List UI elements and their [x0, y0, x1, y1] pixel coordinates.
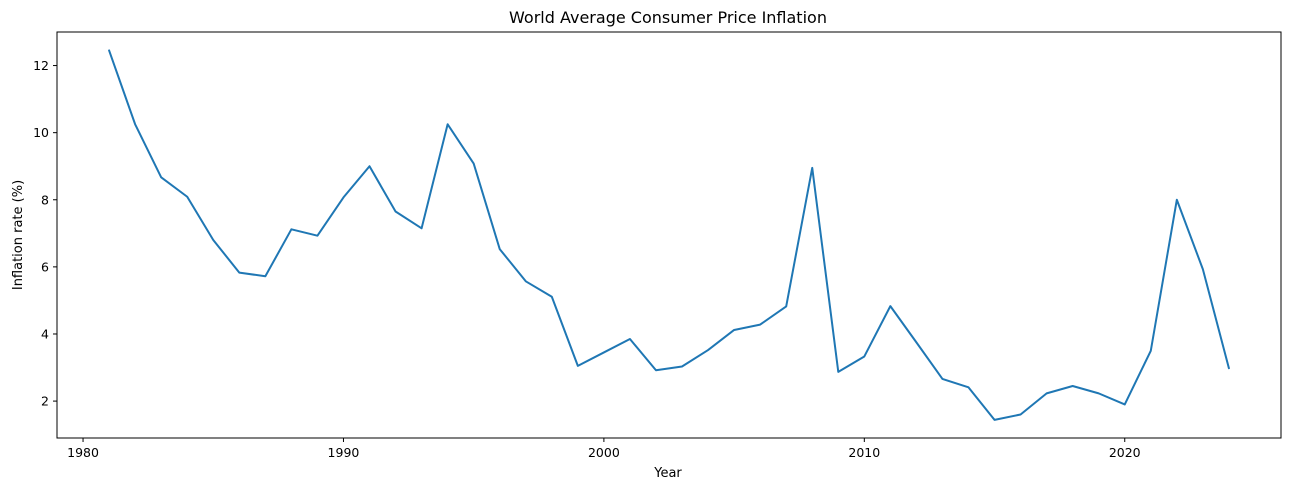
y-tick-label: 12 [33, 58, 49, 73]
x-tick-label: 1980 [67, 445, 99, 460]
y-tick-label: 4 [41, 326, 49, 341]
chart-title: World Average Consumer Price Inflation [509, 8, 827, 27]
y-axis: 2 4 6 8 10 12 [33, 58, 57, 409]
x-axis-label: Year [653, 466, 682, 481]
x-tick-label: 2010 [848, 445, 880, 460]
plot-frame [56, 31, 1282, 439]
y-tick-label: 6 [41, 259, 49, 274]
x-tick-label: 2000 [588, 445, 620, 460]
plot-area [108, 49, 1230, 421]
x-tick-label: 2020 [1109, 445, 1141, 460]
y-tick-label: 10 [33, 125, 49, 140]
series-line [108, 49, 1230, 421]
y-axis-label: Inflation rate (%) [11, 180, 26, 290]
x-tick-label: 1990 [328, 445, 360, 460]
y-tick-label: 8 [41, 192, 49, 207]
y-tick-label: 2 [41, 394, 49, 409]
x-axis: 1980 1990 2000 2010 2020 [67, 438, 1141, 460]
